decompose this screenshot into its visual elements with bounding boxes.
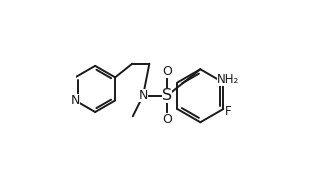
Text: O: O	[162, 65, 172, 78]
Text: N: N	[138, 89, 148, 102]
Text: S: S	[162, 88, 172, 103]
Text: F: F	[225, 105, 231, 118]
Text: O: O	[162, 113, 172, 126]
Text: N: N	[71, 94, 80, 107]
Text: NH₂: NH₂	[217, 73, 240, 86]
